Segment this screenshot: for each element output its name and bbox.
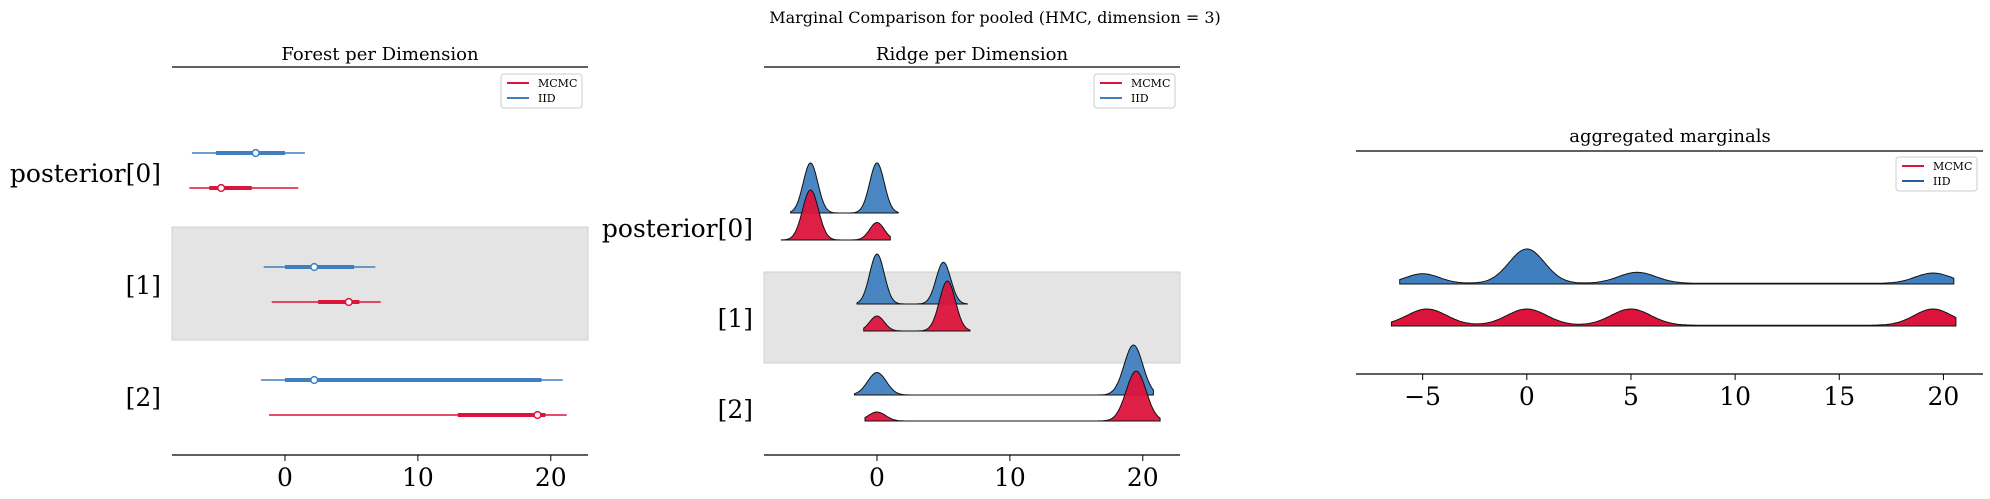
ridge-density-iid <box>856 253 968 305</box>
forest-x-ticks: 0 10 20 <box>277 455 567 492</box>
figure-suptitle: Marginal Comparison for pooled (HMC, dim… <box>769 8 1221 27</box>
aggregated-legend: MCMC IID <box>1895 156 1978 192</box>
ridge-ylabel-0: posterior[0] <box>602 214 753 243</box>
forest-ylabel-2: [2] <box>126 383 161 412</box>
forest-ylabel-0: posterior[0] <box>10 159 161 188</box>
forest-ylabel-1: [1] <box>126 271 161 300</box>
ridge-ylabel-2: [2] <box>718 395 753 424</box>
forest-legend-mcmc: MCMC <box>538 77 577 90</box>
forest-legend-iid: IID <box>538 92 556 105</box>
aggregated-panel: aggregated marginals −5 0 5 10 15 20 MCMC IID <box>1356 126 1983 411</box>
aggregated-tick-label: 15 <box>1823 382 1855 411</box>
aggregated-tick-label: 0 <box>1519 382 1535 411</box>
aggregated-tick-label: −5 <box>1404 382 1441 411</box>
forest-point-estimate <box>251 148 260 158</box>
forest-tick-label: 0 <box>277 463 293 492</box>
ridge-panel: Ridge per Dimension posterior[0] [1] [2]… <box>602 44 1181 492</box>
aggregated-tick-label: 5 <box>1623 382 1639 411</box>
ridge-legend: MCMC IID <box>1093 73 1176 109</box>
forest-tick-label: 10 <box>402 463 434 492</box>
aggregated-marks <box>1390 248 1957 327</box>
ridge-tick-label: 10 <box>994 463 1026 492</box>
ridge-density-mcmc <box>863 280 971 332</box>
ridge-x-ticks: 0 10 20 <box>869 455 1159 492</box>
ridge-title: Ridge per Dimension <box>876 44 1069 65</box>
ridge-marks <box>780 162 1161 422</box>
forest-legend: MCMC IID <box>500 73 583 109</box>
ridge-density-iid <box>790 162 899 214</box>
ridge-density-iid <box>853 344 1154 396</box>
forest-marks <box>189 148 567 420</box>
aggregated-x-ticks: −5 0 5 10 15 20 <box>1404 374 1959 411</box>
aggregated-tick-label: 10 <box>1719 382 1751 411</box>
aggregated-density-iid <box>1399 248 1955 285</box>
forest-point-estimate <box>310 262 319 272</box>
ridge-density-mcmc <box>780 189 891 241</box>
ridge-legend-mcmc: MCMC <box>1131 77 1170 90</box>
ridge-highlight-band <box>763 271 1181 364</box>
forest-highlight-band <box>171 226 589 341</box>
forest-point-estimate <box>533 410 542 420</box>
aggregated-density-mcmc <box>1390 308 1957 327</box>
forest-point-estimate <box>344 297 353 307</box>
ridge-tick-label: 20 <box>1127 463 1159 492</box>
forest-tick-label: 20 <box>535 463 567 492</box>
aggregated-tick-label: 20 <box>1928 382 1960 411</box>
forest-panel: Forest per Dimension posterior[0] [1] [2… <box>10 44 589 492</box>
ridge-tick-label: 0 <box>869 463 885 492</box>
ridge-density-mcmc <box>864 370 1161 422</box>
ridge-ylabel-1: [1] <box>718 304 753 333</box>
aggregated-legend-iid: IID <box>1933 175 1951 188</box>
forest-point-estimate <box>310 375 319 385</box>
aggregated-title: aggregated marginals <box>1569 126 1770 147</box>
ridge-legend-iid: IID <box>1131 92 1149 105</box>
forest-point-estimate <box>217 183 226 193</box>
forest-title: Forest per Dimension <box>281 44 479 65</box>
aggregated-legend-mcmc: MCMC <box>1933 160 1972 173</box>
